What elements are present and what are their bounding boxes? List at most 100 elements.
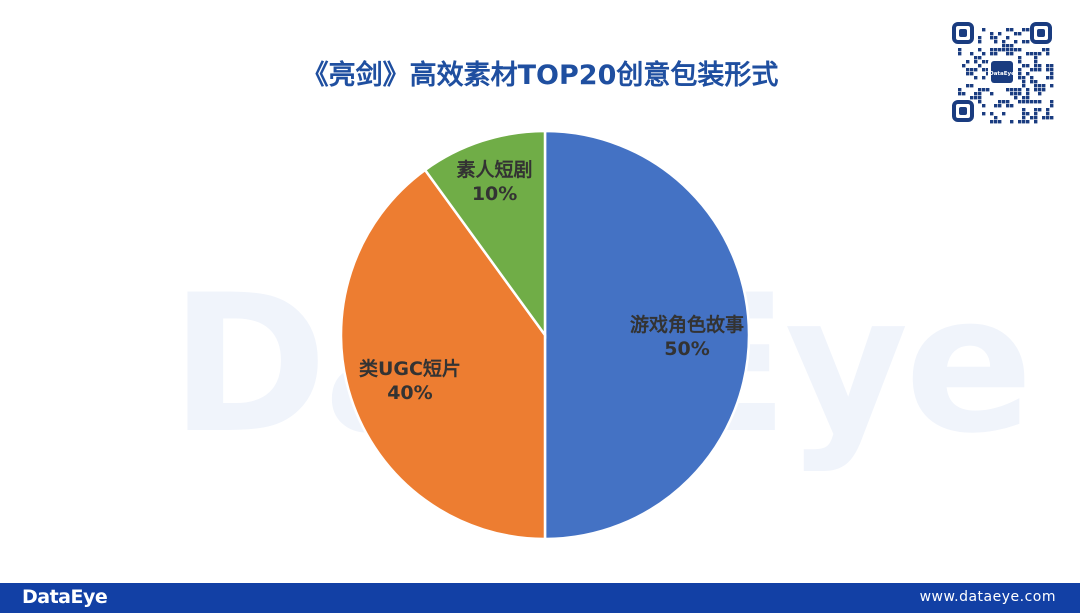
qr-module bbox=[1050, 68, 1054, 72]
qr-module bbox=[974, 96, 978, 100]
qr-module bbox=[978, 92, 982, 96]
qr-module bbox=[1030, 100, 1034, 104]
qr-module bbox=[1006, 36, 1010, 40]
qr-module bbox=[986, 68, 990, 72]
qr-module bbox=[1002, 40, 1006, 44]
qr-module bbox=[1010, 52, 1014, 56]
qr-module bbox=[994, 36, 998, 40]
qr-module bbox=[1006, 48, 1010, 52]
qr-module bbox=[958, 92, 962, 96]
qr-module bbox=[1046, 68, 1050, 72]
qr-module bbox=[1022, 80, 1026, 84]
qr-module bbox=[1022, 112, 1026, 116]
qr-module bbox=[982, 60, 986, 64]
qr-module bbox=[958, 88, 962, 92]
footer-bar: DataEye www.dataeye.com bbox=[0, 583, 1080, 613]
qr-module bbox=[966, 84, 970, 88]
qr-module bbox=[1022, 40, 1026, 44]
qr-module bbox=[1050, 76, 1054, 80]
qr-module bbox=[998, 120, 1002, 124]
qr-module bbox=[1026, 88, 1030, 92]
pie-slice-0 bbox=[543, 129, 751, 541]
qr-module bbox=[1014, 96, 1018, 100]
footer-logo: DataEye bbox=[22, 586, 108, 608]
qr-module bbox=[998, 32, 1002, 36]
qr-module bbox=[1034, 100, 1038, 104]
qr-module bbox=[970, 68, 974, 72]
qr-module bbox=[1042, 84, 1046, 88]
qr-module bbox=[1050, 72, 1054, 76]
qr-module bbox=[966, 72, 970, 76]
qr-module bbox=[966, 60, 970, 64]
qr-module bbox=[1050, 64, 1054, 68]
qr-module bbox=[1050, 100, 1054, 104]
qr-center-logo bbox=[991, 61, 1013, 83]
qr-module bbox=[986, 72, 990, 76]
qr-module bbox=[978, 40, 982, 44]
qr-module bbox=[1046, 116, 1050, 120]
qr-module bbox=[1038, 52, 1042, 56]
qr-module bbox=[1022, 120, 1026, 124]
qr-module bbox=[990, 32, 994, 36]
qr-module bbox=[1018, 32, 1022, 36]
qr-module bbox=[1018, 100, 1022, 104]
chart-title: 《亮剑》高效素材TOP20创意包装形式 bbox=[301, 60, 779, 91]
qr-module bbox=[958, 48, 962, 52]
qr-module bbox=[1026, 92, 1030, 96]
pie-slice-2 bbox=[423, 129, 547, 339]
qr-module bbox=[982, 76, 986, 80]
qr-module bbox=[1034, 52, 1038, 56]
qr-module bbox=[1034, 88, 1038, 92]
qr-module bbox=[1050, 84, 1054, 88]
qr-module bbox=[978, 36, 982, 40]
qr-module bbox=[982, 52, 986, 56]
slice-value-label-2: 10% bbox=[472, 183, 517, 205]
qr-module bbox=[1022, 64, 1026, 68]
qr-module bbox=[1002, 100, 1006, 104]
qr-module bbox=[1030, 68, 1034, 72]
qr-module bbox=[1018, 68, 1022, 72]
qr-module bbox=[1002, 112, 1006, 116]
qr-module bbox=[994, 104, 998, 108]
qr-module bbox=[1034, 116, 1038, 120]
qr-module bbox=[978, 96, 982, 100]
qr-module bbox=[1034, 64, 1038, 68]
qr-module bbox=[1046, 64, 1050, 68]
qr-module bbox=[1010, 44, 1014, 48]
qr-module bbox=[1014, 88, 1018, 92]
qr-module bbox=[982, 88, 986, 92]
qr-module bbox=[1038, 84, 1042, 88]
qr-module bbox=[1026, 72, 1030, 76]
pie-slice-1 bbox=[339, 168, 547, 541]
qr-module bbox=[1050, 116, 1054, 120]
qr-module bbox=[1026, 52, 1030, 56]
qr-module bbox=[1014, 32, 1018, 36]
qr-module bbox=[1030, 52, 1034, 56]
qr-module bbox=[1046, 112, 1050, 116]
qr-module bbox=[982, 112, 986, 116]
qr-module bbox=[1022, 108, 1026, 112]
qr-module bbox=[1038, 100, 1042, 104]
qr-module bbox=[994, 40, 998, 44]
qr-module bbox=[998, 100, 1002, 104]
qr-module bbox=[974, 76, 978, 80]
footer-url[interactable]: www.dataeye.com bbox=[919, 589, 1056, 605]
qr-module bbox=[1034, 84, 1038, 88]
qr-module bbox=[994, 48, 998, 52]
qr-module bbox=[990, 52, 994, 56]
qr-module bbox=[1034, 120, 1038, 124]
qr-module bbox=[1046, 108, 1050, 112]
qr-module bbox=[962, 64, 966, 68]
qr-module bbox=[1006, 104, 1010, 108]
qr-module bbox=[1026, 120, 1030, 124]
qr-module bbox=[986, 88, 990, 92]
qr-module bbox=[1034, 108, 1038, 112]
qr-module bbox=[1038, 108, 1042, 112]
qr-module bbox=[1038, 68, 1042, 72]
qr-module bbox=[978, 56, 982, 60]
qr-module bbox=[1014, 92, 1018, 96]
qr-module bbox=[1046, 76, 1050, 80]
qr-module bbox=[1026, 64, 1030, 68]
qr-module bbox=[1034, 68, 1038, 72]
qr-module bbox=[982, 28, 986, 32]
